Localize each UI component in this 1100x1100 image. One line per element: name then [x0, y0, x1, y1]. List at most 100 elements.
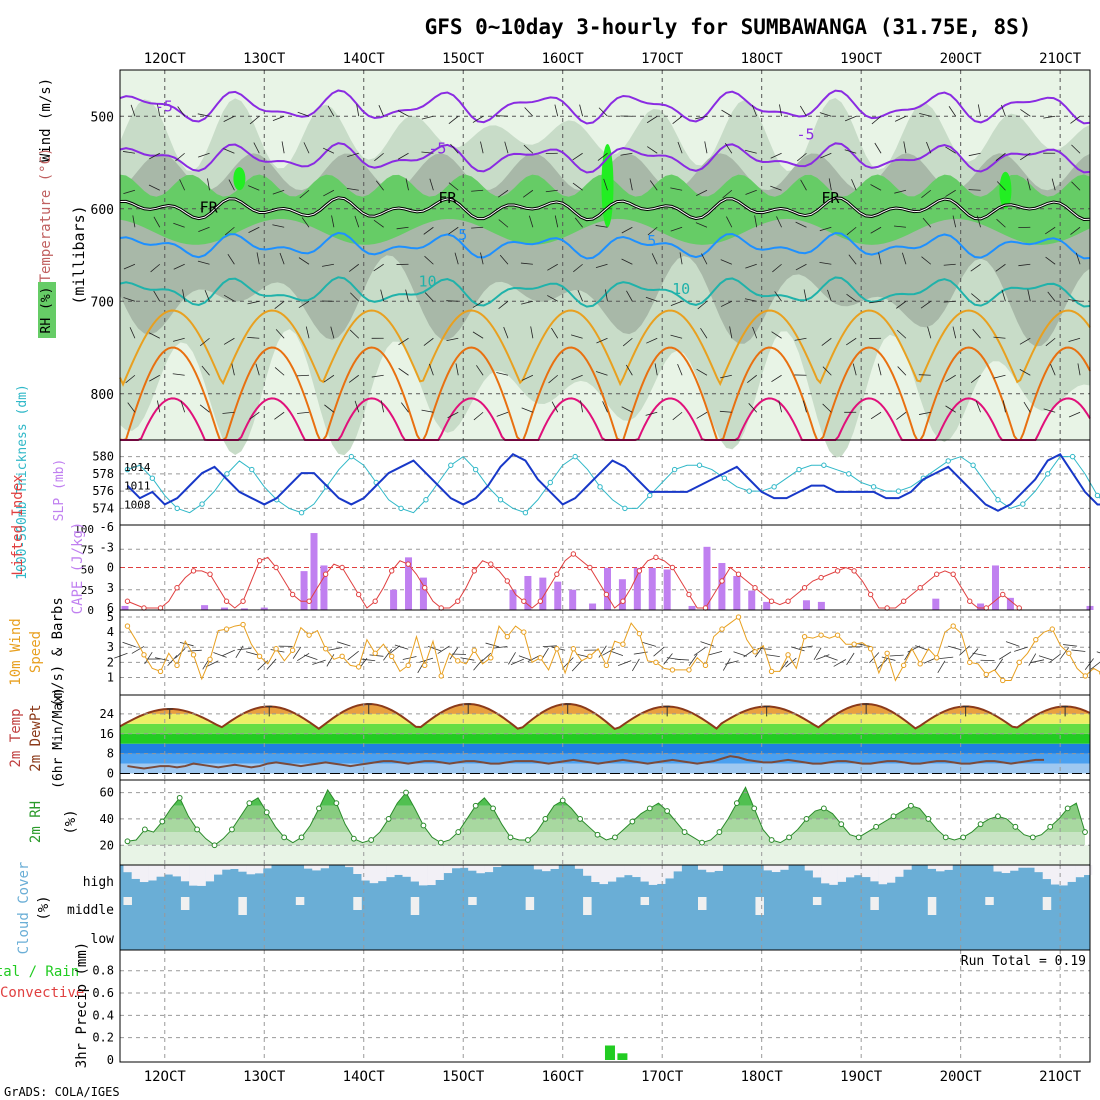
cape-tick-label: 50	[81, 564, 94, 577]
wind-barb	[518, 655, 533, 661]
cloud-high-gap	[845, 865, 855, 878]
axis-labels: (millibars) Wind (m/s)Temperature (°C) RH …	[0, 78, 90, 1068]
wind-barb	[213, 652, 227, 658]
cape-bar	[220, 607, 228, 610]
wind-barb	[1043, 408, 1056, 413]
wind-barb	[573, 263, 583, 273]
lifted-index-line-point	[785, 598, 791, 604]
thickness-line-point	[647, 492, 653, 499]
rh-point	[629, 818, 636, 825]
wind-barb	[521, 407, 534, 413]
time-label-bottom: 17OCT	[641, 1069, 684, 1085]
wind-barb	[452, 653, 467, 655]
wind-barb	[794, 337, 807, 341]
wind-barb	[679, 252, 683, 265]
wind-speed-axis-title-2: Speed	[28, 631, 44, 673]
time-label-bottom: 21OCT	[1039, 1069, 1082, 1085]
wind-barb	[157, 104, 161, 117]
wind-barb	[972, 652, 987, 657]
lifted-index-line-point	[422, 585, 428, 591]
wind-barb	[221, 649, 235, 657]
wind-barb	[554, 104, 559, 117]
thickness-line-point	[721, 475, 728, 481]
wind-barb	[177, 106, 185, 117]
wind-barb	[645, 411, 658, 416]
contour-label: FR	[438, 189, 457, 207]
wind-barb	[361, 658, 376, 662]
thickness-line-point	[423, 497, 429, 503]
wind-barb	[670, 187, 683, 191]
wind-barb	[123, 189, 136, 195]
thickness-tick-label: 580	[92, 450, 114, 464]
cape-bar	[618, 579, 626, 610]
cloud-high-gap	[780, 865, 789, 870]
wind-barb	[629, 178, 633, 191]
wind-speed-line-point	[900, 662, 907, 669]
rh-point	[716, 829, 723, 835]
cloud-high-gap	[1059, 865, 1068, 886]
lifted-index-tick-label: -3	[100, 540, 114, 554]
wind-barb	[621, 226, 633, 234]
cloud-high-gap	[443, 865, 453, 874]
wind-barb	[952, 215, 957, 228]
freezing-level-inner	[119, 197, 1091, 221]
wind-barb	[772, 263, 782, 273]
cloud-high-gap	[1067, 865, 1076, 882]
wind-barb	[1045, 256, 1056, 265]
wind-barb	[222, 411, 235, 414]
wind-barb	[274, 367, 285, 376]
pressure-axis-title: (millibars)	[70, 205, 88, 304]
rh-point	[490, 805, 496, 812]
wind-barb	[524, 107, 534, 117]
wind-barb	[819, 226, 832, 232]
wind-barb	[326, 654, 335, 667]
wind-barb	[448, 226, 459, 235]
wind-barb	[745, 189, 757, 195]
wind-barb	[298, 257, 310, 265]
wind-barb	[1045, 337, 1056, 347]
rh-point	[141, 826, 148, 833]
wind-barb	[993, 374, 1006, 379]
rh-point	[925, 816, 932, 822]
wind-barb	[970, 374, 981, 384]
wind-barb	[223, 294, 235, 302]
wind-barb	[1051, 178, 1056, 191]
cloud-high-gap	[533, 865, 543, 870]
lifted-index-line-point	[768, 598, 775, 604]
cape-bar	[977, 603, 985, 610]
wind-barb	[626, 290, 633, 302]
cape-bar	[718, 563, 726, 610]
wind-barb	[504, 141, 509, 154]
cloud-high-gap	[180, 865, 190, 882]
wind-barb	[595, 371, 608, 376]
contour-label: FR	[821, 189, 840, 207]
wind-speed-line-point	[834, 632, 841, 638]
rh2m-unit: (%)	[63, 809, 79, 834]
cloud-middle-gap	[180, 897, 190, 910]
cloud-high-gap	[853, 865, 863, 876]
wind-barb	[154, 657, 169, 661]
wind-barb	[371, 374, 384, 378]
wind-barb	[724, 660, 739, 665]
wind-barb	[173, 222, 185, 228]
wind-barb	[1068, 299, 1081, 302]
wind-barb	[893, 225, 906, 228]
cloud-level-label: low	[91, 932, 115, 947]
cape-bar	[121, 605, 129, 610]
lifted-index-line-point	[587, 564, 593, 571]
cloud-high-gap	[459, 865, 469, 868]
wind-barb	[870, 411, 882, 420]
wind-barb	[421, 151, 434, 154]
wind-barb	[223, 337, 235, 345]
cloud-middle-gap	[583, 897, 592, 915]
wind-barb	[383, 648, 393, 661]
wind-barb	[1001, 104, 1006, 117]
thickness-line-point	[696, 462, 703, 468]
cape-axis-title: CAPE (J/kg)	[70, 522, 86, 615]
wind-barb	[149, 374, 160, 382]
slp-panel-frame	[119, 439, 1091, 526]
rh-point	[855, 834, 862, 841]
wind-barb	[649, 180, 658, 191]
wind-barb	[719, 410, 732, 413]
cloud-high-gap	[197, 865, 206, 886]
